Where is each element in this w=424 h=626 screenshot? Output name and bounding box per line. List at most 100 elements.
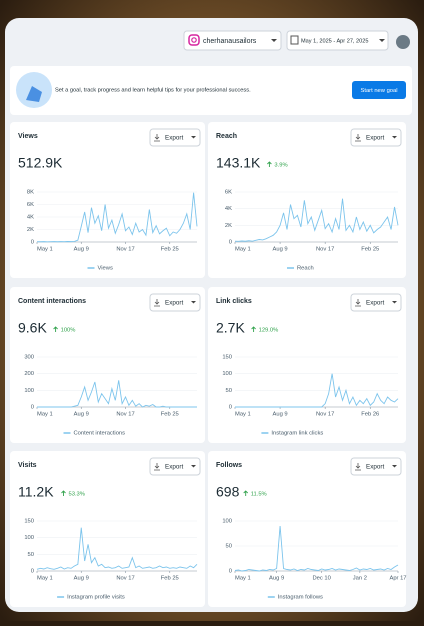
export-bg: [350, 457, 402, 476]
download-icon: [355, 299, 361, 307]
x-tick-label: May 1: [235, 247, 251, 253]
x-tick-label: May 1: [37, 412, 53, 418]
x-tick-label: Aug 9: [273, 412, 288, 418]
legend-label: Reach: [297, 266, 314, 272]
y-tick-label: 0: [31, 405, 34, 411]
x-tick-label: Feb 25: [161, 576, 179, 582]
series-line: [36, 192, 198, 243]
series-line: [234, 525, 399, 572]
x-tick-label: Nov 17: [316, 412, 334, 418]
export-button[interactable]: Export: [350, 128, 402, 147]
y-tick-label: 2K: [225, 223, 232, 229]
export-button[interactable]: Export: [149, 457, 201, 476]
metric-card: Follows Export 698 11.5% 0 50 100 May 1 Aug 9 Dec…: [208, 451, 407, 607]
x-tick-label: Aug 9: [74, 247, 89, 253]
y-tick-label: 0: [229, 405, 232, 411]
up-arrow: [267, 161, 272, 167]
x-tick-label: Nov 17: [116, 576, 134, 582]
export-button[interactable]: Export: [350, 293, 402, 312]
metric-change: 3.9%: [274, 163, 287, 169]
export-bg: [149, 293, 201, 312]
y-tick-label: 50: [226, 544, 232, 550]
y-tick-label: 100: [24, 388, 34, 394]
metric-card: Views Export 512.9K 0 2K 4K 6K 8K May 1 Aug 9 Nov …: [10, 122, 205, 278]
y-tick-label: 0: [31, 569, 34, 575]
card-bg: [10, 122, 205, 278]
export-label: Export: [165, 300, 183, 307]
y-tick-label: 0: [31, 240, 34, 246]
y-tick-label: 150: [222, 355, 232, 361]
y-tick-label: 200: [24, 371, 34, 377]
caret: [392, 301, 397, 304]
legend-label: Instagram profile visits: [67, 595, 125, 601]
up-arrow: [251, 326, 256, 332]
export-bg: [350, 293, 402, 312]
metric-total: 2.7K: [216, 320, 245, 336]
export-label: Export: [165, 464, 183, 471]
legend-item: Views: [87, 266, 113, 272]
legend-item: Reach: [287, 266, 314, 272]
x-tick-label: Dec 10: [313, 576, 331, 582]
card-title: Follows: [216, 462, 242, 469]
x-tick-label: Aug 9: [74, 576, 89, 582]
export-button[interactable]: Export: [149, 128, 201, 147]
up-arrow: [243, 490, 249, 496]
series-line: [235, 373, 399, 408]
legend-label: Instagram follows: [278, 595, 323, 601]
metric-change: 53.3%: [69, 492, 85, 498]
y-tick-label: 0: [229, 240, 232, 246]
x-tick-label: Aug 9: [273, 247, 288, 253]
y-tick-label: 150: [24, 519, 34, 525]
export-label: Export: [366, 135, 384, 142]
x-tick-label: Nov 17: [116, 412, 134, 418]
y-tick-label: 100: [24, 535, 34, 541]
card-bg: [208, 287, 406, 443]
y-tick-label: 2K: [27, 227, 34, 233]
download-icon: [355, 134, 361, 142]
account-picker[interactable]: cherhanausailors: [183, 30, 282, 51]
start-goal-button[interactable]: Start new goal: [352, 81, 406, 99]
series-line: [37, 380, 197, 408]
y-tick-label: 50: [28, 552, 34, 558]
card-bg: [208, 122, 406, 278]
banner-text: Set a goal, track progress and learn hel…: [55, 88, 251, 94]
card-title: Content interactions: [18, 298, 86, 305]
download-icon: [154, 299, 160, 307]
caret: [191, 301, 196, 304]
legend-label: Content interactions: [74, 431, 126, 437]
x-tick-label: May 1: [235, 576, 251, 582]
export-label: Export: [165, 135, 183, 142]
button-label: Start new goal: [360, 88, 397, 94]
metric-total: 9.6K: [18, 320, 47, 336]
legend-item: Instagram follows: [267, 595, 323, 601]
legend-item: Instagram profile visits: [57, 595, 125, 601]
x-tick-label: Apr 17: [389, 576, 406, 582]
y-tick-label: 4K: [225, 206, 232, 212]
card-title: Visits: [18, 462, 37, 469]
y-tick-label: 6K: [225, 190, 232, 196]
metric-total: 698: [216, 484, 240, 500]
x-tick-label: Feb 25: [161, 412, 179, 418]
caret: [191, 465, 196, 468]
legend-label: Views: [98, 266, 113, 272]
date-picker[interactable]: May 1, 2025 - Apr 27, 2025: [286, 30, 389, 51]
caret: [392, 465, 397, 468]
x-tick-label: Feb 25: [361, 247, 379, 253]
y-tick-label: 0: [229, 569, 232, 575]
export-label: Export: [366, 300, 384, 307]
avatar[interactable]: [396, 35, 410, 49]
card-title: Views: [18, 133, 38, 140]
export-button[interactable]: Export: [149, 293, 201, 312]
caret: [191, 136, 196, 139]
y-tick-label: 4K: [27, 215, 34, 221]
export-button[interactable]: Export: [350, 457, 402, 476]
metric-card: Visits Export 11.2K 53.3% 0 50 100 150 May 1 Aug …: [10, 451, 205, 607]
date-range: May 1, 2025 - Apr 27, 2025: [301, 38, 368, 44]
download-icon: [355, 463, 361, 471]
x-tick-label: May 1: [37, 247, 53, 253]
metric-card: Reach Export 143.1K 3.9% 0 2K 4K 6K May 1 Aug 9 No…: [208, 122, 406, 278]
x-tick-label: Nov 17: [316, 247, 334, 253]
metric-card: Link clicks Export 2.7K 129.0% 0 50 100 150 May …: [208, 287, 406, 443]
export-bg: [149, 457, 201, 476]
